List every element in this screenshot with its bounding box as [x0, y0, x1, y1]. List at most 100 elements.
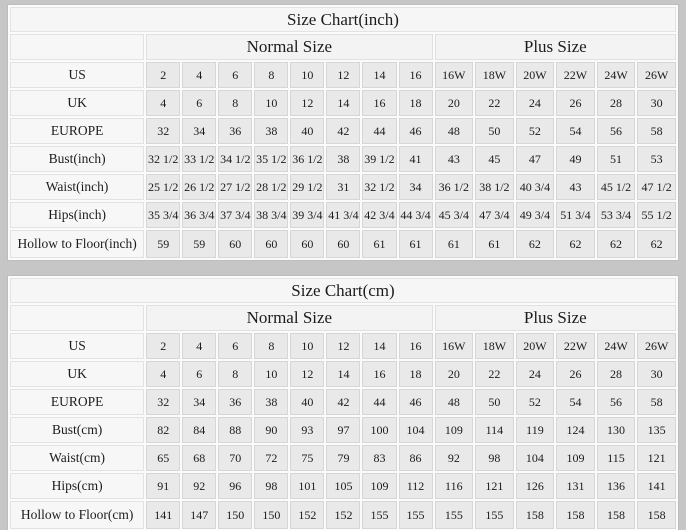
table-row: UK 4 6 8 10 12 14 16 18 20 22 24 26 28 30 [10, 361, 676, 387]
size-value-cell: 39 3/4 [290, 202, 325, 228]
size-value-cell: 37 3/4 [218, 202, 253, 228]
size-value-cell: 8 [218, 361, 253, 387]
size-value-cell: 93 [290, 417, 325, 443]
row-label: Bust(cm) [10, 417, 145, 443]
size-value-cell: 49 3/4 [515, 202, 555, 228]
size-value-cell: 75 [290, 445, 325, 471]
size-value-cell: 45 1/2 [596, 174, 636, 200]
size-value-cell: 44 [362, 118, 397, 144]
size-value-cell: 12 [326, 333, 361, 359]
size-value-cell: 14 [362, 62, 397, 88]
table-row: Waist(cm) 65 68 70 72 75 79 83 86 92 98 104 109 115 12… [10, 445, 676, 471]
table-title-row: Size Chart(cm) [10, 278, 676, 303]
size-value-cell: 38 [254, 118, 289, 144]
size-value-cell: 42 [326, 389, 361, 415]
size-value-cell: 8 [218, 90, 253, 116]
size-value-cell: 6 [218, 62, 253, 88]
size-value-cell: 141 [637, 473, 676, 499]
size-value-cell: 116 [434, 473, 474, 499]
size-value-cell: 46 [398, 389, 433, 415]
size-value-cell: 18 [398, 361, 433, 387]
corner-cell [10, 305, 145, 331]
size-value-cell: 34 1/2 [218, 146, 253, 172]
table-row: Bust(inch) 32 1/2 33 1/2 34 1/2 35 1/2 36 1/2… [10, 146, 676, 172]
size-value-cell: 34 [182, 118, 217, 144]
size-value-cell: 18 [398, 90, 433, 116]
size-value-cell: 152 [290, 501, 325, 529]
size-value-cell: 24 [515, 90, 555, 116]
size-value-cell: 158 [596, 501, 636, 529]
size-value-cell: 121 [475, 473, 514, 499]
size-value-cell: 32 1/2 [146, 146, 181, 172]
size-value-cell: 36 [218, 118, 253, 144]
size-value-cell: 58 [637, 389, 676, 415]
size-value-cell: 45 [475, 146, 514, 172]
size-value-cell: 62 [596, 230, 636, 258]
size-value-cell: 14 [362, 333, 397, 359]
size-value-cell: 60 [326, 230, 361, 258]
size-value-cell: 38 [254, 389, 289, 415]
size-value-cell: 16 [362, 90, 397, 116]
size-value-cell: 35 1/2 [254, 146, 289, 172]
table-row: UK 4 6 8 10 12 14 16 18 20 22 24 26 28 30 [10, 90, 676, 116]
size-value-cell: 2 [146, 333, 181, 359]
size-value-cell: 39 1/2 [362, 146, 397, 172]
table-row: US 2 4 6 8 10 12 14 16 16W 18W 20W 22W 24W 26W [10, 333, 676, 359]
size-value-cell: 16W [434, 62, 474, 88]
size-value-cell: 12 [326, 62, 361, 88]
size-value-cell: 59 [182, 230, 217, 258]
size-value-cell: 62 [556, 230, 595, 258]
size-value-cell: 32 [146, 118, 181, 144]
size-value-cell: 36 3/4 [182, 202, 217, 228]
size-value-cell: 59 [146, 230, 181, 258]
size-value-cell: 68 [182, 445, 217, 471]
size-value-cell: 10 [254, 90, 289, 116]
size-value-cell: 130 [596, 417, 636, 443]
size-value-cell: 24W [596, 333, 636, 359]
size-value-cell: 56 [596, 118, 636, 144]
size-value-cell: 33 1/2 [182, 146, 217, 172]
row-label: EUROPE [10, 389, 145, 415]
size-value-cell: 6 [218, 333, 253, 359]
table-row: EUROPE 32 34 36 38 40 42 44 46 48 50 52 54 56 58 [10, 118, 676, 144]
size-value-cell: 26 [556, 361, 595, 387]
row-label: US [10, 333, 145, 359]
size-value-cell: 4 [182, 333, 217, 359]
size-value-cell: 48 [434, 389, 474, 415]
size-value-cell: 4 [182, 62, 217, 88]
size-value-cell: 61 [434, 230, 474, 258]
size-value-cell: 61 [475, 230, 514, 258]
size-value-cell: 34 [182, 389, 217, 415]
table-row: US 2 4 6 8 10 12 14 16 16W 18W 20W 22W 24W 26W [10, 62, 676, 88]
row-label: UK [10, 90, 145, 116]
size-value-cell: 98 [475, 445, 514, 471]
size-value-cell: 22 [475, 90, 514, 116]
size-value-cell: 10 [290, 333, 325, 359]
size-value-cell: 48 [434, 118, 474, 144]
size-value-cell: 100 [362, 417, 397, 443]
size-value-cell: 90 [254, 417, 289, 443]
size-value-cell: 53 3/4 [596, 202, 636, 228]
size-value-cell: 35 3/4 [146, 202, 181, 228]
size-group-header: Normal Size [146, 305, 433, 331]
size-value-cell: 62 [637, 230, 676, 258]
size-value-cell: 54 [556, 389, 595, 415]
size-value-cell: 26W [637, 333, 676, 359]
size-value-cell: 50 [475, 389, 514, 415]
size-value-cell: 20W [515, 333, 555, 359]
size-value-cell: 97 [326, 417, 361, 443]
size-group-header: Plus Size [434, 34, 676, 60]
size-value-cell: 4 [146, 361, 181, 387]
row-label: Hips(cm) [10, 473, 145, 499]
size-value-cell: 109 [556, 445, 595, 471]
size-value-cell: 126 [515, 473, 555, 499]
size-value-cell: 26 1/2 [182, 174, 217, 200]
size-value-cell: 79 [326, 445, 361, 471]
size-value-cell: 150 [254, 501, 289, 529]
size-value-cell: 147 [182, 501, 217, 529]
size-value-cell: 52 [515, 118, 555, 144]
size-value-cell: 43 [556, 174, 595, 200]
size-value-cell: 104 [515, 445, 555, 471]
size-value-cell: 98 [254, 473, 289, 499]
size-value-cell: 24 [515, 361, 555, 387]
